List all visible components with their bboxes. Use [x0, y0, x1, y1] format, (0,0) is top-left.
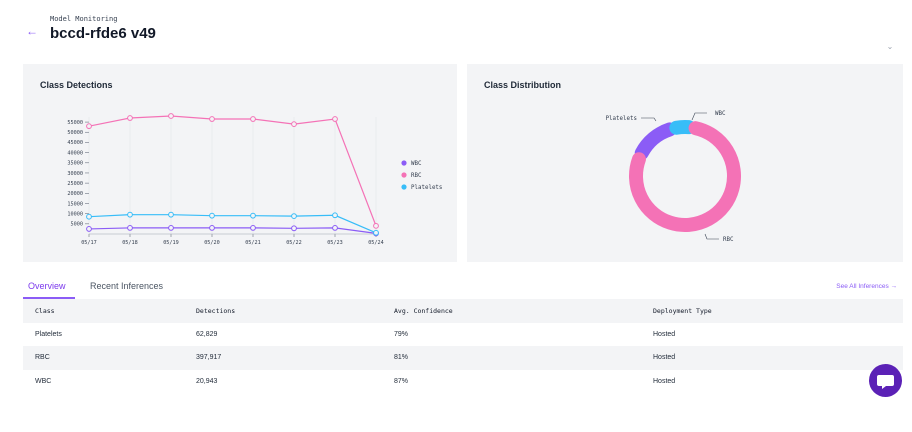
y-tick-label: 45000 [67, 140, 83, 146]
x-tick-label: 05/18 [122, 240, 138, 246]
header-deployment-type[interactable]: Deployment Type [653, 307, 712, 315]
table-row: Platelets 62,829 79% Hosted [23, 323, 903, 347]
tab-recent-inferences[interactable]: Recent Inferences [90, 281, 164, 291]
x-tick-label: 05/22 [286, 240, 302, 246]
point-wbc [209, 224, 215, 231]
y-tick-label: 35000 [67, 161, 83, 167]
point-platelets [332, 212, 338, 219]
point-platelets [127, 211, 133, 218]
y-tick-label: 20000 [67, 191, 83, 197]
point-wbc [127, 224, 133, 231]
table-row: WBC 20,943 87% Hosted [23, 370, 903, 394]
point-rbc [168, 113, 174, 119]
legend-swatch-platelets [401, 184, 407, 190]
x-tick-label: 05/21 [245, 240, 261, 246]
y-tick-label: 25000 [67, 181, 83, 187]
y-tick-label: 15000 [67, 201, 83, 207]
point-rbc [86, 123, 92, 130]
cell-deployment: Hosted [653, 330, 676, 338]
cell-class: WBC [35, 377, 52, 385]
point-rbc [127, 115, 133, 121]
x-tick-label: 05/20 [204, 240, 220, 246]
header-avg-confidence[interactable]: Avg. Confidence [394, 307, 453, 315]
cell-detections: 20,943 [196, 377, 218, 385]
point-platelets [250, 212, 256, 219]
point-rbc [291, 121, 297, 128]
y-tick-label: 5000 [71, 222, 84, 228]
point-wbc [250, 224, 256, 231]
point-platelets [291, 213, 297, 219]
class-table: Class Detections Avg. Confidence Deploym… [23, 299, 903, 393]
legend-label-platelets: Platelets [411, 185, 442, 191]
point-wbc [332, 224, 338, 231]
chat-icon [877, 375, 894, 389]
header-class[interactable]: Class [35, 307, 55, 315]
point-platelets [86, 213, 92, 220]
x-tick-label: 05/19 [163, 240, 179, 246]
back-arrow-icon[interactable]: ← [26, 24, 38, 38]
slice-rbc [629, 121, 741, 232]
point-rbc [332, 116, 338, 122]
cell-confidence: 81% [394, 354, 409, 361]
cell-confidence: 79% [394, 330, 409, 338]
tab-bar: Overview Recent Inferences See All Infer… [23, 278, 903, 299]
chat-button[interactable] [869, 364, 902, 397]
slice-label-rbc: RBC [723, 237, 734, 243]
class-detections-title: Class Detections [40, 80, 113, 90]
y-tick-label: 40000 [67, 150, 83, 156]
legend-swatch-rbc [401, 172, 407, 178]
page-title: bccd-rfde6 v49 [50, 25, 156, 42]
class-distribution-chart: Platelets WBC RBC [606, 111, 741, 243]
point-platelets [209, 212, 215, 219]
series-line-wbc [88, 227, 377, 234]
cell-deployment: Hosted [653, 354, 676, 361]
x-tick-label: 05/17 [81, 240, 97, 246]
cell-deployment: Hosted [653, 377, 676, 385]
x-tick-label: 05/24 [368, 240, 384, 246]
y-tick-label: 55000 [67, 120, 83, 126]
leader-line-platelets [641, 117, 657, 122]
tab-overview[interactable]: Overview [28, 281, 66, 291]
class-distribution-title: Class Distribution [484, 80, 562, 90]
cell-detections: 62,829 [196, 330, 218, 338]
table-row: RBC 397,917 81% Hosted [23, 346, 903, 370]
point-rbc [373, 222, 379, 229]
y-tick-label: 50000 [67, 130, 83, 136]
legend-label-rbc: RBC [411, 173, 422, 179]
point-rbc [209, 116, 215, 122]
class-detections-chart: 05/17 05/18 05/19 05/20 05/21 05/22 05/23 05/24… [67, 113, 442, 246]
see-all-inferences-link[interactable]: See All Inferences → [836, 283, 897, 290]
active-tab-indicator [23, 297, 75, 299]
cell-class: RBC [35, 354, 50, 361]
point-wbc [86, 226, 92, 232]
legend-swatch-wbc [401, 160, 407, 166]
class-distribution-card: Class Distribution Platelets WBC RBC [467, 64, 903, 262]
point-wbc [291, 225, 297, 232]
series-line-rbc [88, 115, 377, 227]
leader-line-wbc [691, 112, 707, 121]
y-tick-label: 10000 [67, 211, 83, 217]
legend-label-wbc: WBC [411, 161, 422, 167]
slice-label-platelets: Platelets [606, 116, 637, 122]
leader-line-rbc [704, 233, 719, 240]
point-platelets [373, 229, 379, 236]
breadcrumb: Model Monitoring [50, 15, 118, 23]
table-header-row: Class Detections Avg. Confidence Deploym… [23, 299, 903, 323]
cell-class: Platelets [35, 330, 62, 338]
point-wbc [168, 224, 174, 231]
y-tick-label: 30000 [67, 171, 83, 177]
cell-detections: 397,917 [196, 354, 222, 361]
slice-platelets [634, 122, 677, 160]
point-platelets [168, 211, 174, 218]
chevron-down-icon[interactable]: ⌄ [886, 42, 894, 51]
slice-wbc [669, 120, 696, 135]
slice-label-wbc: WBC [715, 111, 726, 117]
series-line-platelets [88, 214, 377, 234]
header-detections[interactable]: Detections [196, 307, 236, 315]
class-detections-card: Class Detections 05/17 05/18 05/19 05/20 05/… [23, 64, 457, 262]
x-tick-label: 05/23 [327, 240, 343, 246]
cell-confidence: 87% [394, 377, 409, 385]
point-rbc [250, 116, 256, 122]
